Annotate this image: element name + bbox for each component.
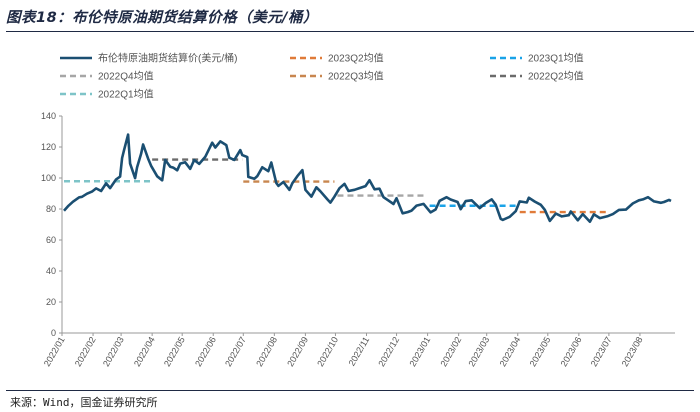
- y-tick-label: 40: [46, 266, 56, 276]
- x-tick-label: 2023/03: [466, 335, 491, 368]
- series-line-brent-price: [63, 133, 672, 223]
- y-tick-label: 140: [41, 111, 56, 121]
- x-tick-label: 2023/08: [620, 335, 645, 368]
- y-tick-label: 80: [46, 204, 56, 214]
- x-tick-label: 2022/06: [193, 335, 218, 368]
- y-tick-label: 120: [41, 142, 56, 152]
- legend-item: 2022Q4均值: [60, 70, 154, 83]
- x-tick-label: 2023/01: [407, 335, 432, 368]
- x-tick-label: 2022/07: [223, 335, 248, 368]
- legend-item: 2022Q2均值: [490, 70, 584, 83]
- x-tick-label: 2022/01: [42, 335, 67, 368]
- x-tick-label: 2022/03: [101, 335, 126, 368]
- title-divider: [6, 31, 694, 32]
- x-tick-label: 2023/04: [498, 335, 523, 368]
- x-tick-label: 2022/11: [347, 335, 372, 368]
- y-tick-label: 100: [41, 173, 56, 183]
- legend-label: 布伦特原油期货结算价(美元/桶): [98, 52, 237, 65]
- y-tick-label: 20: [46, 297, 56, 307]
- x-tick-label: 2022/08: [254, 335, 279, 368]
- legend-item: 2022Q1均值: [60, 88, 154, 101]
- x-tick-label: 2022/05: [162, 335, 187, 368]
- x-tick-label: 2022/04: [132, 335, 157, 368]
- legend: 布伦特原油期货结算价(美元/桶) 2023Q2均值 2023Q1均值 2022Q4均值…: [60, 52, 584, 101]
- y-tick-label: 0: [51, 328, 56, 338]
- legend-label: 2022Q3均值: [328, 70, 384, 83]
- legend-label: 2022Q4均值: [98, 70, 154, 83]
- x-tick-label: 2023/06: [559, 335, 584, 368]
- series-layer: [63, 133, 672, 223]
- legend-item: 布伦特原油期货结算价(美元/桶): [60, 52, 237, 65]
- legend-label: 2023Q1均值: [528, 52, 584, 65]
- legend-label: 2022Q2均值: [528, 70, 584, 83]
- y-tick-label: 60: [46, 235, 56, 245]
- x-tick-label: 2022/10: [315, 335, 340, 368]
- source-note: 来源：Wind，国金证券研究所: [10, 396, 158, 409]
- chart-title: 图表18：布伦特原油期货结算价格（美元/桶）: [6, 10, 318, 26]
- x-tick-label: 2022/12: [376, 335, 401, 368]
- x-tick-label: 2022/09: [285, 335, 310, 368]
- legend-item: 2023Q1均值: [490, 52, 584, 65]
- source-divider: [6, 390, 694, 391]
- x-tick-label: 2023/05: [528, 335, 553, 368]
- x-tick-label: 2023/02: [438, 335, 463, 368]
- legend-label: 2023Q2均值: [328, 52, 384, 65]
- x-tick-label: 2023/07: [589, 335, 614, 368]
- legend-item: 2022Q3均值: [290, 70, 384, 83]
- legend-item: 2023Q2均值: [290, 52, 384, 65]
- legend-label: 2022Q1均值: [98, 88, 154, 101]
- x-tick-label: 2022/02: [73, 335, 98, 368]
